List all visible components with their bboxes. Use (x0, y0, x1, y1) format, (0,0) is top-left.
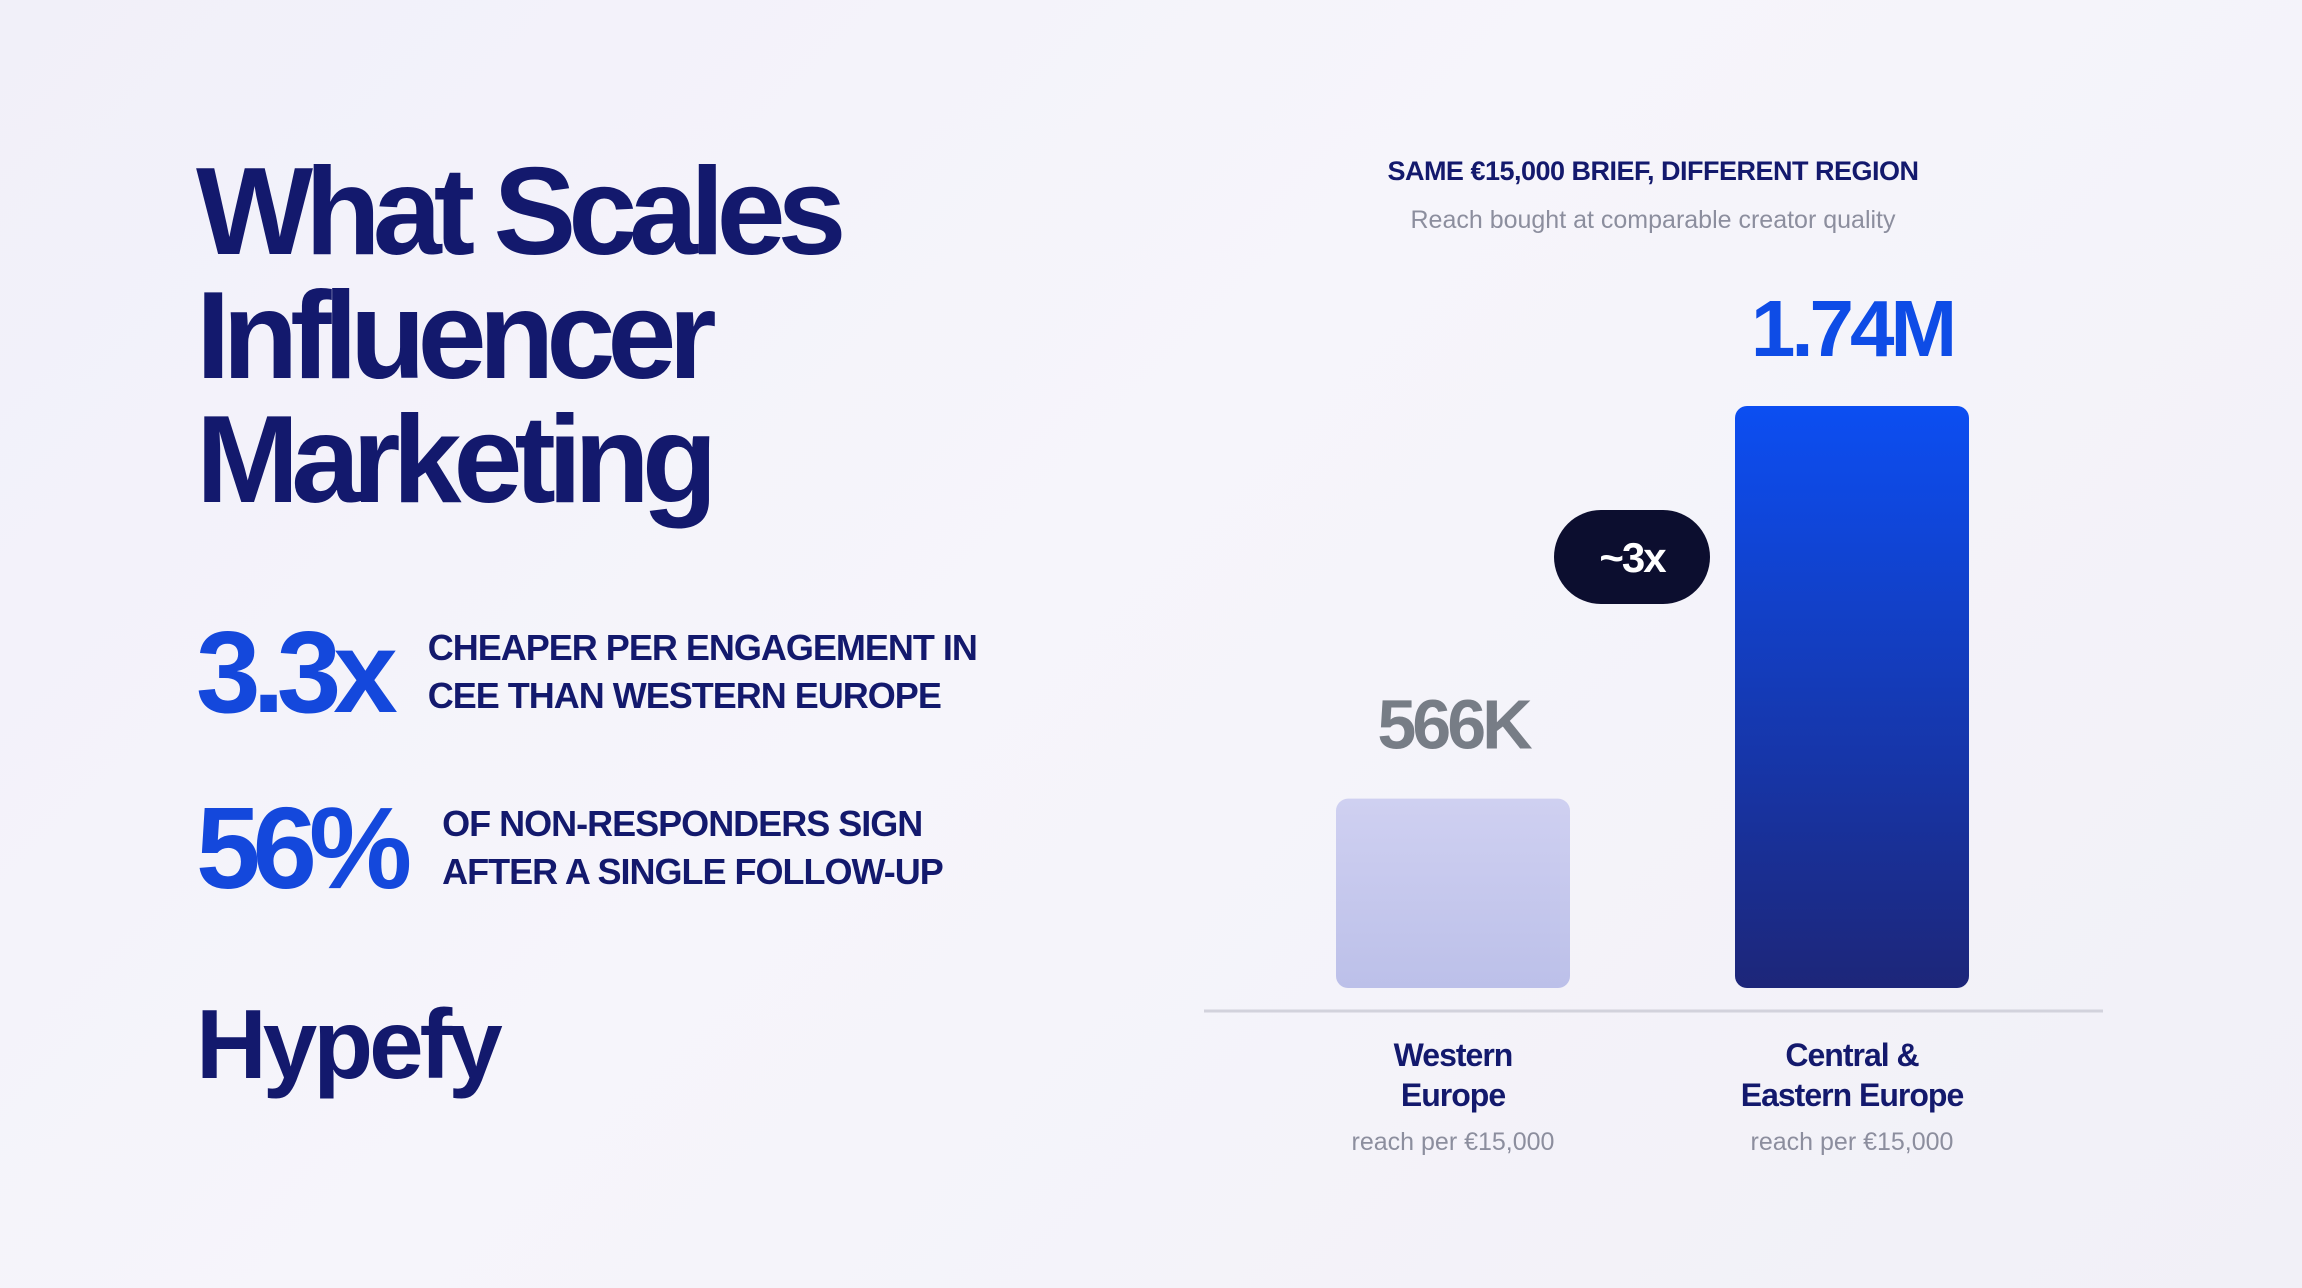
stat-engagement-value: 3.3x (196, 607, 398, 737)
stat-engagement-line-1: CHEAPER PER ENGAGEMENT IN (427, 627, 978, 668)
category-sub-cee: reach per €15,000 (1751, 1128, 1954, 1156)
data-label-western-europe: 566K (1377, 686, 1532, 764)
category-label-western-europe-line-1: Western (1394, 1037, 1513, 1073)
chart-title: SAME €15,000 BRIEF, DIFFERENT REGION (1387, 156, 1919, 186)
stat-follow-up-text: OF NON-RESPONDERS SIGN AFTER A SINGLE FO… (442, 800, 944, 896)
ratio-badge-label: ~3x (1599, 534, 1667, 581)
headline-line-1: What Scales (196, 143, 846, 281)
category-label-cee-line-1: Central & (1785, 1037, 1919, 1073)
data-label-cee: 1.74M (1751, 284, 1953, 373)
stat-follow-up-value: 56% (196, 783, 412, 913)
headline-line-2: Influencer (196, 267, 717, 405)
bar-western-europe (1336, 798, 1570, 988)
headline: What Scales Influencer Marketing (196, 143, 846, 529)
bar-cee (1735, 406, 1969, 988)
stat-engagement: 3.3x CHEAPER PER ENGAGEMENT IN CEE THAN … (196, 607, 978, 737)
chart-subtitle: Reach bought at comparable creator quali… (1410, 206, 1896, 234)
category-sub-western-europe: reach per €15,000 (1352, 1128, 1555, 1156)
brand-logo: Hypefy (196, 989, 503, 1099)
stat-follow-up-line-2: AFTER A SINGLE FOLLOW-UP (442, 851, 944, 892)
stat-engagement-text: CHEAPER PER ENGAGEMENT IN CEE THAN WESTE… (427, 624, 978, 720)
headline-line-3: Marketing (196, 391, 718, 529)
stat-follow-up-line-1: OF NON-RESPONDERS SIGN (442, 803, 923, 844)
stat-follow-up: 56% OF NON-RESPONDERS SIGN AFTER A SINGL… (196, 783, 944, 913)
ratio-badge (1554, 510, 1710, 604)
stat-engagement-line-2: CEE THAN WESTERN EUROPE (427, 675, 942, 716)
category-label-western-europe-line-2: Europe (1401, 1077, 1505, 1113)
category-label-cee-line-2: Eastern Europe (1741, 1077, 1964, 1113)
